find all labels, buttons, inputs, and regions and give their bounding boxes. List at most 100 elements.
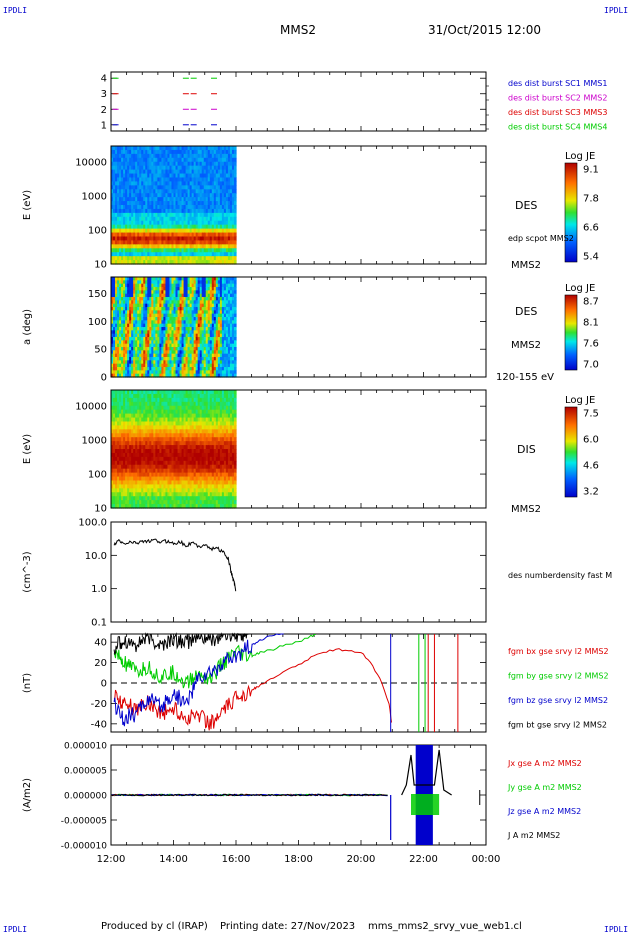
heatmap-cell xyxy=(173,297,177,301)
heatmap-cell xyxy=(147,297,150,301)
heatmap-cell xyxy=(163,350,167,355)
heatmap-cell xyxy=(187,224,191,230)
heatmap-cell xyxy=(115,409,118,415)
heatmap-cell xyxy=(173,310,177,315)
heatmap-cell xyxy=(225,177,229,182)
heatmap-cell xyxy=(125,320,128,325)
heatmap-cell xyxy=(133,363,136,368)
heatmap-cell xyxy=(135,153,138,159)
heatmap-cell xyxy=(213,149,217,155)
heatmap-cell xyxy=(217,146,221,151)
heatmap-cell xyxy=(129,333,132,338)
heatmap-cell xyxy=(217,280,221,285)
heatmap-cell xyxy=(229,367,233,371)
heatmap-cell xyxy=(217,149,221,155)
heatmap-cell xyxy=(135,472,138,478)
heatmap-cell xyxy=(115,146,118,151)
heatmap-cell xyxy=(193,236,197,241)
heatmap-cell xyxy=(199,208,203,214)
heatmap-cell xyxy=(225,165,229,171)
heatmap-cell xyxy=(111,360,114,365)
heatmap-cell xyxy=(165,290,169,295)
heatmap-cell xyxy=(129,464,132,470)
heatmap-cell xyxy=(175,293,179,298)
heatmap-cell xyxy=(133,480,136,485)
heatmap-cell xyxy=(195,212,199,218)
heatmap-cell xyxy=(233,367,237,371)
heatmap-cell xyxy=(151,468,154,474)
heatmap-cell xyxy=(187,297,191,301)
heatmap-cell xyxy=(163,287,167,291)
heatmap-cell xyxy=(183,252,187,257)
heatmap-cell xyxy=(207,177,211,182)
heatmap-cell xyxy=(167,421,171,426)
heatmap-cell xyxy=(137,205,140,210)
heatmap-cell xyxy=(127,480,130,485)
heatmap-cell xyxy=(141,193,144,198)
heatmap-cell xyxy=(181,373,185,378)
heatmap-cell xyxy=(177,323,181,328)
heatmap-cell xyxy=(129,280,132,285)
heatmap-cell xyxy=(183,146,187,151)
heatmap-cell xyxy=(145,433,148,438)
heatmap-cell xyxy=(183,256,187,261)
heatmap-cell xyxy=(117,193,120,198)
heatmap-cell xyxy=(157,504,160,509)
heatmap-cell xyxy=(155,149,158,155)
heatmap-cell xyxy=(127,228,130,234)
heatmap-cell xyxy=(157,165,160,171)
heatmap-cell xyxy=(135,357,138,361)
heatmap-cell xyxy=(221,252,225,257)
heatmap-cell xyxy=(147,189,150,194)
heatmap-cell xyxy=(191,297,195,301)
heatmap-cell xyxy=(159,185,163,190)
heatmap-cell xyxy=(211,300,215,305)
heatmap-cell xyxy=(171,313,175,318)
heatmap-cell xyxy=(121,327,124,331)
heatmap-cell xyxy=(151,173,154,179)
heatmap-cell xyxy=(125,360,128,365)
heatmap-cell xyxy=(155,360,158,365)
heatmap-cell xyxy=(135,201,138,206)
heatmap-cell xyxy=(157,327,160,331)
heatmap-cell xyxy=(151,504,154,509)
heatmap-cell xyxy=(123,429,126,434)
heatmap-cell xyxy=(129,401,132,407)
heatmap-cell xyxy=(191,370,195,375)
heatmap-cell xyxy=(137,330,140,335)
heatmap-cell xyxy=(141,401,144,407)
heatmap-cell xyxy=(221,201,225,206)
heatmap-cell xyxy=(203,360,207,365)
heatmap-cell xyxy=(177,212,181,218)
heatmap-cell xyxy=(157,252,160,257)
heatmap-cell xyxy=(141,425,144,430)
heatmap-cell xyxy=(133,287,136,291)
heatmap-cell xyxy=(207,357,211,361)
heatmap-cell xyxy=(133,456,136,462)
heatmap-cell xyxy=(117,496,120,501)
heatmap-cell xyxy=(193,333,197,338)
heatmap-cell xyxy=(187,347,191,351)
heatmap-cell xyxy=(165,185,169,190)
heatmap-cell xyxy=(115,367,118,371)
heatmap-cell xyxy=(121,441,124,446)
heatmap-cell xyxy=(129,353,132,358)
heatmap-cell xyxy=(185,307,189,311)
heatmap-cell xyxy=(155,350,158,355)
heatmap-cell xyxy=(165,360,169,365)
heatmap-cell xyxy=(131,472,134,478)
heatmap-cell xyxy=(177,146,181,151)
heatmap-cell xyxy=(159,405,163,411)
heatmap-cell xyxy=(225,323,229,328)
heatmap-cell xyxy=(151,220,154,226)
heatmap-cell xyxy=(155,409,158,415)
heatmap-cell xyxy=(119,205,122,210)
heatmap-cell xyxy=(147,429,150,434)
heatmap-cell xyxy=(141,280,144,285)
heatmap-cell xyxy=(201,287,205,291)
heatmap-cell xyxy=(225,277,229,281)
heatmap-cell xyxy=(171,220,175,226)
heatmap-cell xyxy=(209,300,213,305)
heatmap-cell xyxy=(229,347,233,351)
heatmap-cell xyxy=(115,413,118,419)
